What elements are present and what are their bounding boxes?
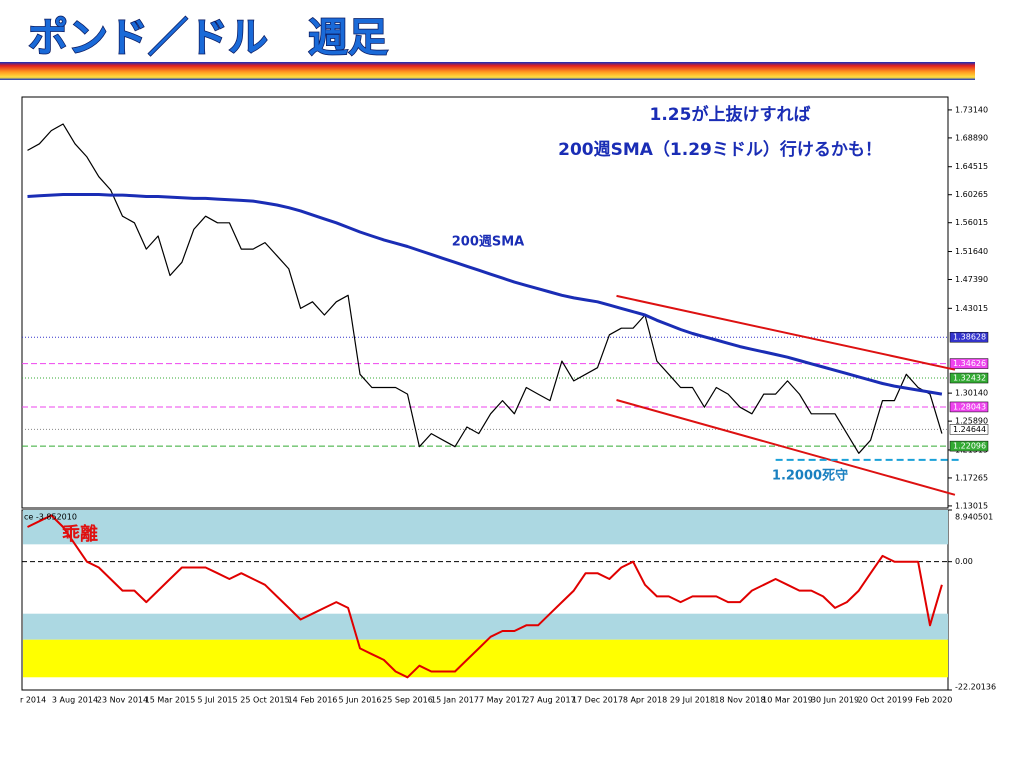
annotation: 1.2000死守 [772, 468, 848, 484]
y-tick-label: 1.68890 [955, 133, 988, 142]
level-box [949, 440, 989, 452]
level-box [949, 372, 989, 384]
y-tick-label: 1.60265 [955, 190, 988, 199]
trendline [616, 294, 956, 371]
y2-tick-label: -22.20136 [955, 683, 996, 692]
level-box [949, 401, 989, 413]
x-tick-label: 29 Jul 2018 [670, 696, 715, 705]
sma-line [27, 193, 943, 396]
annotation: 1.25が上抜けすれば [650, 104, 811, 125]
level-label: 1.38628 [953, 333, 986, 342]
x-tick-label: 10 Mar 2019 [762, 696, 813, 705]
x-tick-label: 8 Apr 2018 [623, 696, 667, 705]
level-label: 1.24644 [953, 425, 986, 434]
x-tick-label: 14 Feb 2016 [288, 696, 338, 705]
y-tick-label: 1.73140 [955, 105, 988, 114]
x-tick-label: 3 Aug 2014 [52, 696, 98, 705]
y2-tick-label: 8.940501 [955, 513, 993, 522]
y-tick-label: 1.47390 [955, 275, 988, 284]
y-tick-label: 1.64515 [955, 162, 988, 171]
x-tick-label: r 2014 [20, 696, 46, 705]
y-tick-label: 1.43015 [955, 304, 988, 313]
y-tick-label: 1.17265 [955, 473, 988, 482]
y-tick-label: 1.51640 [955, 247, 988, 256]
y-tick-label: 1.30140 [955, 389, 988, 398]
band [23, 613, 948, 640]
level-label: 1.28043 [953, 402, 986, 411]
band [23, 639, 948, 678]
annotation: 200週SMA [452, 235, 525, 250]
level-box [949, 331, 989, 343]
y-tick-label: 1.25890 [955, 417, 988, 426]
x-tick-label: 23 Nov 2014 [97, 696, 148, 705]
x-tick-label: 25 Oct 2015 [240, 696, 289, 705]
x-tick-label: 5 Jul 2015 [197, 696, 237, 705]
title: ポンド／ドル 週足 [28, 15, 388, 61]
x-tick-label: 30 Jun 2019 [811, 696, 859, 705]
x-tick-label: 9 Feb 2020 [908, 696, 953, 705]
x-tick-label: 17 Dec 2017 [572, 696, 623, 705]
x-tick-label: 27 Aug 2017 [524, 696, 575, 705]
annotation: ce -3.852010 [24, 513, 77, 522]
x-tick-label: 20 Oct 2019 [858, 696, 907, 705]
trendline [616, 399, 956, 496]
level-label: 1.34626 [953, 359, 986, 368]
x-tick-label: 18 Nov 2018 [714, 696, 765, 705]
x-tick-label: 15 Jan 2017 [431, 696, 479, 705]
x-tick-label: 25 Sep 2016 [382, 696, 433, 705]
price-line [27, 123, 943, 454]
level-label: 1.22096 [953, 442, 986, 451]
annotation: 200週SMA（1.29ミドル）行けるかも！ [558, 139, 882, 160]
x-tick-label: 15 Mar 2015 [145, 696, 196, 705]
annotation: 乖離 [62, 523, 98, 545]
band [23, 510, 948, 545]
deviation-line [27, 514, 943, 679]
x-tick-label: 7 May 2017 [479, 696, 526, 705]
title-bar [0, 62, 975, 80]
y-tick-label: 1.13015 [955, 501, 988, 510]
level-box [949, 358, 989, 369]
x-tick-label: 5 Jun 2016 [338, 696, 381, 705]
level-label: 1.32432 [953, 374, 986, 383]
y-tick-label: 1.56015 [955, 218, 988, 227]
level-box [949, 424, 989, 435]
main-pane [21, 96, 949, 509]
y2-tick-label: 0.00 [955, 557, 973, 566]
